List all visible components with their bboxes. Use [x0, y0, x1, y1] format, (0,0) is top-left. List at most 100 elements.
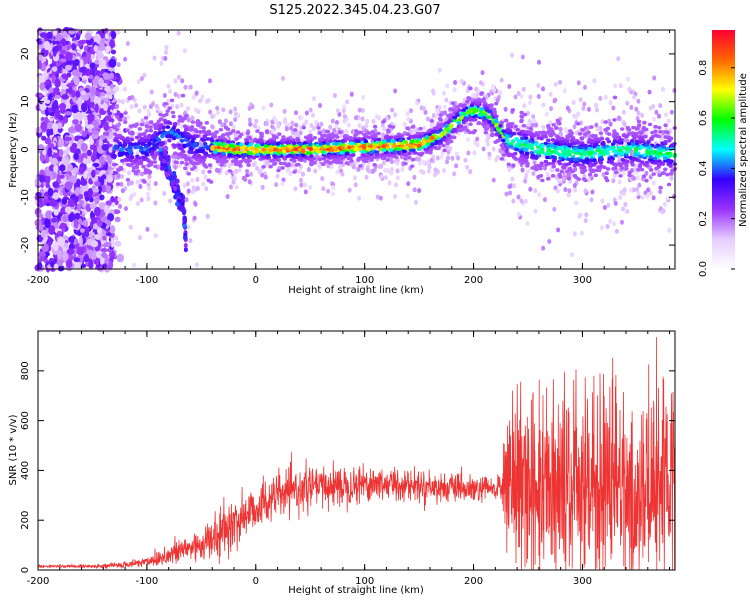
spectrogram-cell: [264, 129, 270, 134]
spectrogram-cell: [150, 101, 155, 107]
spectrogram-cell: [129, 104, 134, 110]
spectrogram-cell: [377, 154, 382, 159]
spectrogram-cell: [437, 67, 442, 73]
spectrogram-cell: [309, 162, 314, 167]
spectrogram-cell: [569, 252, 574, 258]
spectrogram-cell: [613, 200, 618, 206]
spectrogram-cell: [184, 197, 189, 203]
spectrogram-cell: [117, 204, 123, 209]
spectrogram-cell: [169, 98, 175, 103]
spectrogram-cell: [289, 158, 294, 162]
spectrogram-cell: [280, 180, 285, 186]
spectrogram-cell: [402, 122, 407, 128]
spectrogram-cell: [74, 111, 83, 122]
spectrogram-cell: [276, 123, 281, 129]
spectrogram-cell: [53, 209, 59, 216]
spectrogram-cell: [611, 178, 616, 184]
spectrogram-cell: [227, 169, 233, 173]
spectrogram-cell: [179, 124, 184, 130]
spectrogram-cell: [195, 177, 200, 183]
spectrogram-cell: [529, 143, 535, 148]
spectrogram-cell: [653, 145, 659, 149]
spectrogram-cell: [400, 144, 405, 148]
spectrogram-cell: [572, 183, 577, 189]
spectrogram-cell: [357, 122, 362, 128]
spectrogram-cell: [270, 119, 275, 125]
spectrogram-cell: [459, 78, 464, 84]
spectrogram-cell: [74, 187, 81, 197]
spectrogram-cell: [485, 138, 490, 144]
spectrogram-cell: [666, 182, 672, 187]
spectrogram-cell: [89, 145, 96, 151]
spectrogram-cell: [551, 123, 556, 127]
spectrogram-cell: [190, 189, 195, 195]
spectrogram-cell: [583, 188, 588, 194]
spectrogram-cell: [232, 170, 237, 176]
spectrogram-cell: [176, 154, 181, 160]
spectrogram-cell: [636, 119, 642, 124]
spectrogram-cell: [141, 178, 146, 183]
spectrogram-cell: [664, 112, 669, 118]
spectrogram-cell: [116, 253, 125, 263]
spectrogram-cell: [281, 75, 286, 81]
spectrogram-cell: [627, 141, 632, 146]
spectrogram-cell: [87, 167, 92, 174]
spectrogram-cell: [117, 197, 122, 203]
spectrogram-cell: [468, 169, 473, 175]
spectrogram-cell: [542, 165, 547, 171]
spectrogram-cell: [71, 42, 77, 51]
spectrogram-cell: [619, 219, 624, 225]
spectrogram-cell: [558, 126, 563, 132]
spectrogram-cell: [594, 168, 600, 173]
spectrogram-cell: [145, 138, 151, 143]
spectrogram-cell: [498, 90, 503, 96]
spectrogram-cell: [94, 59, 100, 65]
spectrogram-cell: [147, 173, 152, 179]
spectrogram-cell: [467, 130, 473, 135]
spectrogram-cell: [100, 247, 108, 253]
spectrogram-cell: [446, 149, 451, 155]
spectrogram-cell: [87, 113, 95, 123]
spectrogram-cell: [184, 114, 189, 118]
spectrogram-cell: [616, 146, 621, 150]
spectrogram-cell: [44, 218, 51, 229]
spectrogram-cell: [626, 132, 631, 136]
spectrogram-cell: [100, 216, 108, 223]
spectrogram-cell: [592, 78, 597, 84]
spectrogram-cell: [36, 201, 44, 208]
spectrogram-cell: [534, 122, 539, 128]
spectrogram-cell: [123, 111, 128, 115]
spectrogram-cell: [79, 178, 88, 186]
spectrogram-cell: [321, 186, 326, 192]
spectrogram-cell: [142, 72, 147, 78]
spectrogram-cell: [200, 159, 205, 164]
spectrogram-cell: [475, 142, 480, 148]
spectrogram-cell: [346, 122, 351, 128]
spectrogram-cell: [284, 140, 290, 145]
spectrogram-cell: [578, 146, 584, 150]
spectrogram-cell: [235, 130, 241, 134]
spectrogram-cell: [194, 262, 199, 268]
spectrogram-cell: [555, 188, 560, 194]
spectrogram-cell: [340, 171, 345, 177]
spectrogram-cell: [96, 227, 102, 235]
spectrogram-cell: [250, 138, 255, 144]
spectrogram-cell: [625, 208, 630, 214]
spectrogram-cell: [349, 91, 354, 97]
spectrogram-cell: [312, 125, 317, 131]
spectrogram-cell: [583, 132, 588, 136]
spectrogram-cell: [537, 59, 542, 65]
spectrogram-cell: [593, 134, 598, 138]
spectrogram-cell: [522, 133, 527, 138]
spectrogram-cell: [608, 218, 613, 224]
spectrogram-cell: [204, 186, 209, 192]
spectrogram-cell: [271, 134, 277, 138]
spectrogram-cell: [216, 110, 221, 116]
spectrogram-cell: [599, 225, 604, 231]
spectrogram-cell: [616, 162, 622, 166]
spectrogram-cell: [88, 74, 94, 80]
spectrogram-cell: [424, 134, 429, 139]
spectrogram-cell: [556, 227, 561, 233]
spectrogram-cell: [442, 148, 447, 153]
spectrogram-cell: [334, 124, 339, 130]
